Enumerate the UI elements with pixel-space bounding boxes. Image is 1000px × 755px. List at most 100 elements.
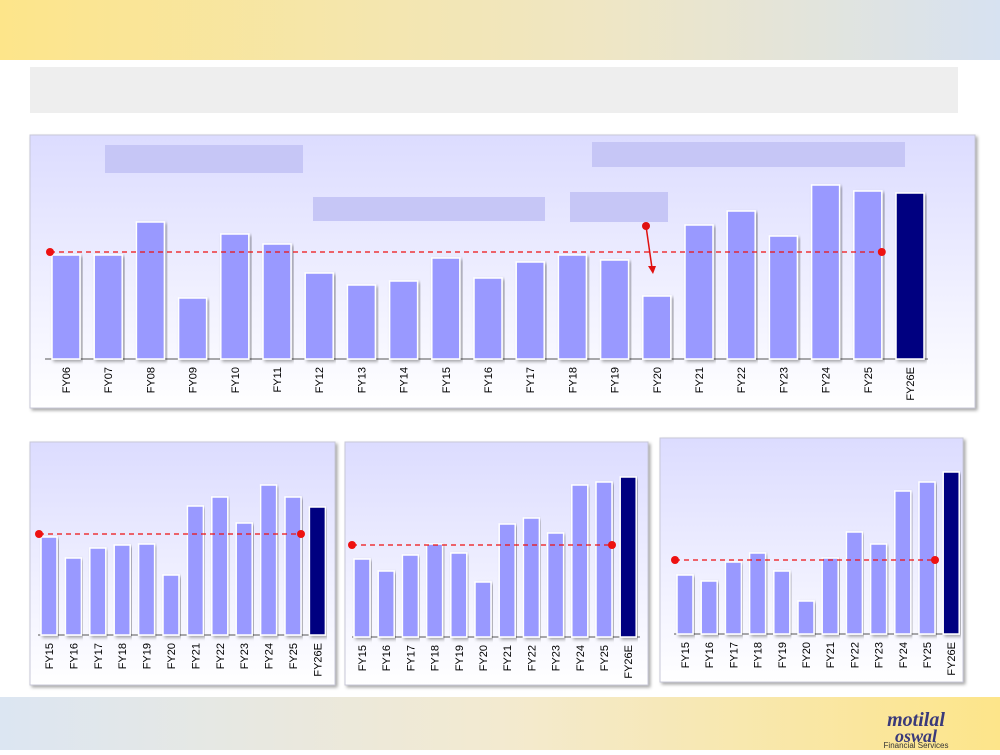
x-tick-label: FY18 — [430, 645, 442, 671]
bar — [845, 531, 864, 635]
bar — [474, 581, 492, 638]
x-tick-label: FY19 — [610, 367, 622, 393]
bar — [89, 547, 107, 636]
bar — [773, 570, 791, 635]
x-tick-label: FY15 — [441, 367, 453, 393]
x-tick-label: FY22 — [526, 645, 538, 671]
x-tick-label: FY20 — [801, 642, 813, 668]
bar — [235, 522, 253, 636]
bar — [810, 184, 841, 360]
bar — [546, 532, 565, 638]
x-tick-label: FY06 — [61, 367, 73, 393]
arrow — [645, 225, 653, 269]
x-tick-label: FY18 — [753, 642, 765, 668]
x-tick-label: FY26E — [946, 642, 958, 676]
x-tick-label: FY23 — [239, 643, 251, 669]
x-tick-label: FY10 — [230, 367, 242, 393]
bar — [894, 490, 912, 635]
bar — [177, 297, 208, 360]
x-tick-label: FY20 — [166, 643, 178, 669]
x-tick-label: FY15 — [44, 643, 56, 669]
x-tick-label: FY26E — [905, 367, 917, 401]
bar — [377, 570, 395, 638]
bar — [473, 277, 503, 360]
bar — [51, 254, 81, 360]
bar — [571, 484, 589, 638]
x-tick-label: FY13 — [356, 367, 368, 393]
reference-dot — [931, 556, 939, 564]
bar — [162, 574, 180, 636]
bar — [599, 259, 630, 360]
x-tick-label: FY16 — [483, 367, 495, 393]
bar — [353, 558, 371, 638]
bar — [308, 506, 327, 636]
x-tick-label: FY14 — [399, 367, 411, 393]
reference-dot — [46, 248, 54, 256]
x-tick-label: FY23 — [778, 367, 790, 393]
x-tick-label: FY17 — [525, 367, 537, 393]
x-tick-label: FY16 — [381, 645, 393, 671]
logo-tagline: Financial Services — [884, 741, 949, 750]
bar — [113, 544, 131, 636]
x-tick-label: FY17 — [93, 643, 105, 669]
bar — [304, 272, 334, 360]
x-tick-label: FY19 — [454, 645, 466, 671]
bar — [450, 552, 468, 638]
x-tick-label: FY17 — [405, 645, 417, 671]
reference-dot — [348, 541, 356, 549]
bar — [869, 543, 888, 635]
logo-text: motilal — [887, 709, 945, 731]
bar — [186, 505, 205, 636]
x-tick-label: FY22 — [849, 642, 861, 668]
bar — [768, 235, 799, 360]
x-tick-label: FY18 — [567, 367, 579, 393]
x-tick-label: FY22 — [215, 643, 227, 669]
bar — [557, 254, 588, 360]
x-tick-label: FY18 — [117, 643, 129, 669]
bar — [700, 580, 718, 635]
bar — [515, 261, 545, 360]
x-tick-label: FY24 — [898, 642, 910, 668]
bar — [676, 574, 694, 635]
placeholder — [592, 142, 905, 167]
bar — [64, 557, 83, 636]
x-tick-label: FY17 — [728, 642, 740, 668]
x-tick-label: FY21 — [502, 645, 514, 671]
x-tick-label: FY09 — [188, 367, 200, 393]
x-tick-label: FY19 — [142, 643, 154, 669]
bar — [259, 484, 278, 636]
reference-dot — [877, 248, 886, 256]
bar — [942, 471, 960, 635]
bar — [642, 295, 672, 360]
x-tick-label: FY23 — [551, 645, 563, 671]
x-tick-label: FY23 — [874, 642, 886, 668]
x-tick-label: FY24 — [264, 643, 276, 669]
x-tick-label: FY12 — [314, 367, 326, 393]
bar — [220, 233, 250, 360]
placeholder — [105, 145, 303, 173]
arrow-dot — [642, 222, 650, 230]
bar — [821, 557, 839, 635]
x-tick-label: FY22 — [736, 367, 748, 393]
reference-dot — [671, 556, 679, 564]
x-tick-label: FY21 — [694, 367, 706, 393]
x-tick-label: FY26E — [623, 645, 635, 679]
subtitle-box — [30, 67, 958, 113]
bar — [40, 536, 58, 636]
x-tick-label: FY16 — [68, 643, 80, 669]
bar — [595, 481, 613, 638]
x-tick-label: FY07 — [103, 367, 115, 393]
bar — [137, 543, 156, 636]
reference-dot — [35, 530, 43, 538]
x-tick-label: FY21 — [190, 643, 202, 669]
bar — [853, 190, 883, 360]
bar — [346, 284, 377, 360]
x-tick-label: FY16 — [704, 642, 716, 668]
x-tick-label: FY08 — [145, 367, 157, 393]
x-tick-label: FY21 — [825, 642, 837, 668]
footer-band — [0, 697, 1000, 750]
bar — [262, 243, 292, 360]
x-tick-label: FY15 — [357, 645, 369, 671]
bar — [431, 257, 461, 360]
